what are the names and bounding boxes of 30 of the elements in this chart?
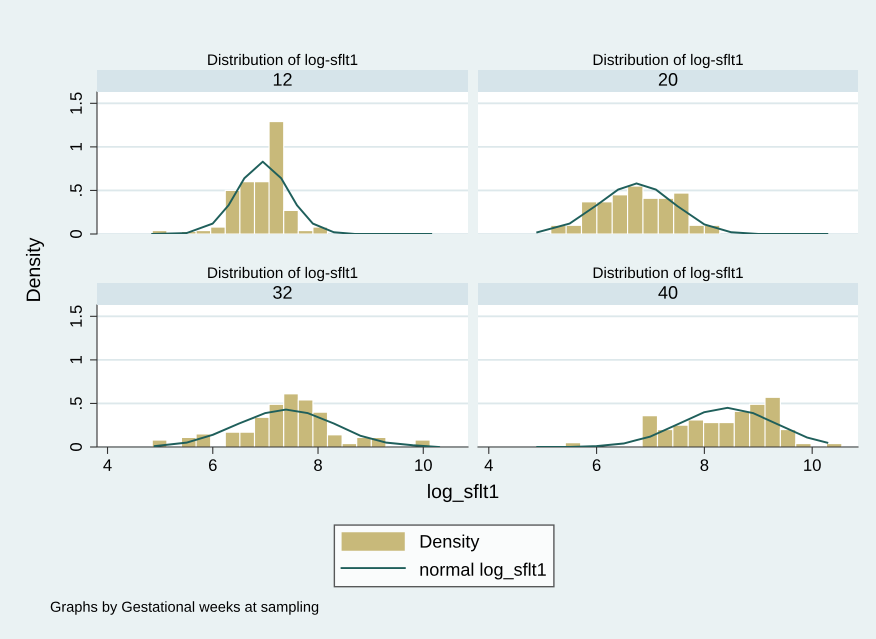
x-tick-label: 8 [314,459,322,472]
y-tick-label: .5 [70,184,82,196]
legend-label: Density [420,534,480,552]
y-tick-label: .5 [70,397,82,409]
x-tick-label: 4 [103,459,112,471]
x-tick-label: 4 [484,459,493,471]
y-tick-label: 1 [70,356,82,364]
chart-subtitle: 32 [273,286,292,299]
chart-subtitle: 20 [658,73,678,86]
chart-title: Distribution of log-sflt1 [594,54,743,68]
x-tick-label: 6 [208,459,217,472]
chart-subtitle: 40 [658,286,678,299]
chart-title: Distribution of log-sflt1 [208,54,358,68]
y-tick-label: 0 [70,230,82,238]
x-tick-label: 6 [592,459,600,472]
y-tick-label: 1.5 [70,92,82,114]
x-tick-label: 10 [804,459,821,472]
x-axis-title: log_sflt1 [428,484,498,502]
y-tick-label: 0 [70,443,82,451]
x-tick-label: 10 [415,459,432,472]
text: Graphs by Gestational weeks at sampling [50,601,318,615]
line-series [151,160,432,234]
y-tick-label: 1 [70,143,82,150]
chart-subtitle: 12 [274,73,292,86]
y-axis-title: Density [26,238,44,301]
x-tick-label: 8 [700,459,708,472]
chart-title: Distribution of log-sflt1 [594,266,743,282]
legend-label: normal log_sflt1 [420,562,546,580]
y-tick-label: 1.5 [70,305,82,327]
chart-title: Distribution of log-sflt1 [208,266,358,282]
